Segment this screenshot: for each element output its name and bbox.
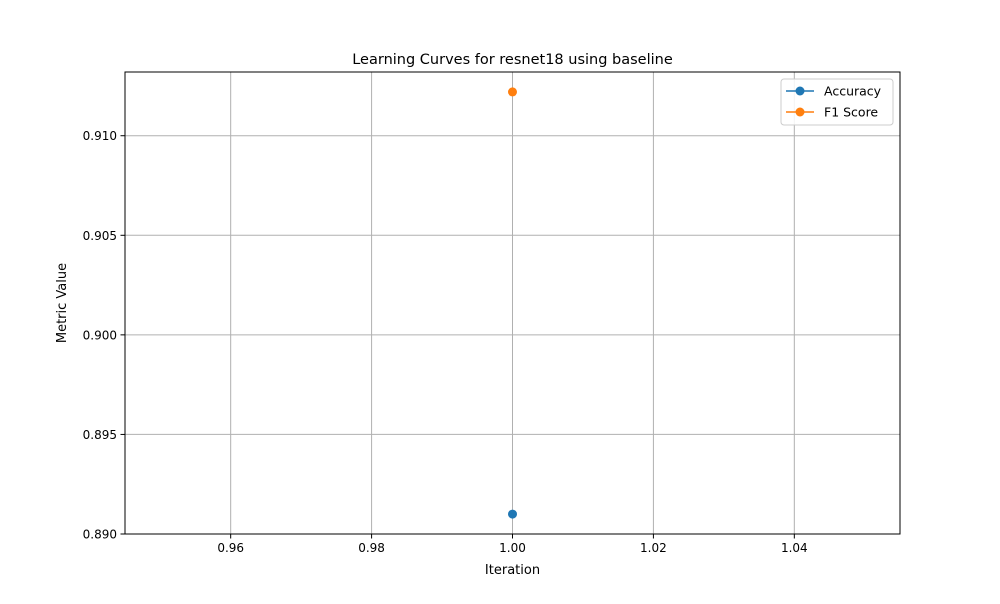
x-axis-label: Iteration — [485, 563, 540, 578]
plot-area-frame — [124, 71, 901, 535]
legend-marker-f1-score — [795, 107, 805, 117]
legend-label-f1-score: F1 Score — [824, 105, 878, 120]
x-tick-label: 0.96 — [217, 541, 244, 555]
series-layer — [508, 87, 517, 519]
legend-label-accuracy: Accuracy — [824, 84, 882, 99]
y-tick-label: 0.905 — [83, 229, 117, 243]
y-axis-label: Metric Value — [55, 263, 70, 343]
y-tick-label: 0.900 — [83, 328, 117, 342]
x-tick-label: 1.02 — [640, 541, 667, 555]
chart-title: Learning Curves for resnet18 using basel… — [352, 52, 673, 68]
data-point-accuracy — [508, 509, 517, 519]
x-tick-label: 1.00 — [499, 541, 526, 555]
y-axis-ticks: 0.890 0.895 0.900 0.905 0.910 — [83, 129, 125, 542]
y-tick-label: 0.910 — [83, 129, 117, 143]
y-tick-label: 0.890 — [83, 528, 117, 542]
x-axis-ticks: 0.96 0.98 1.00 1.02 1.04 — [217, 534, 808, 555]
legend-marker-accuracy — [795, 86, 805, 96]
y-tick-label: 0.895 — [83, 428, 117, 442]
legend: Accuracy F1 Score — [780, 78, 894, 126]
x-tick-label: 0.98 — [358, 541, 385, 555]
grid — [125, 72, 900, 535]
x-tick-label: 1.04 — [781, 541, 808, 555]
data-point-f1-score — [508, 87, 517, 97]
